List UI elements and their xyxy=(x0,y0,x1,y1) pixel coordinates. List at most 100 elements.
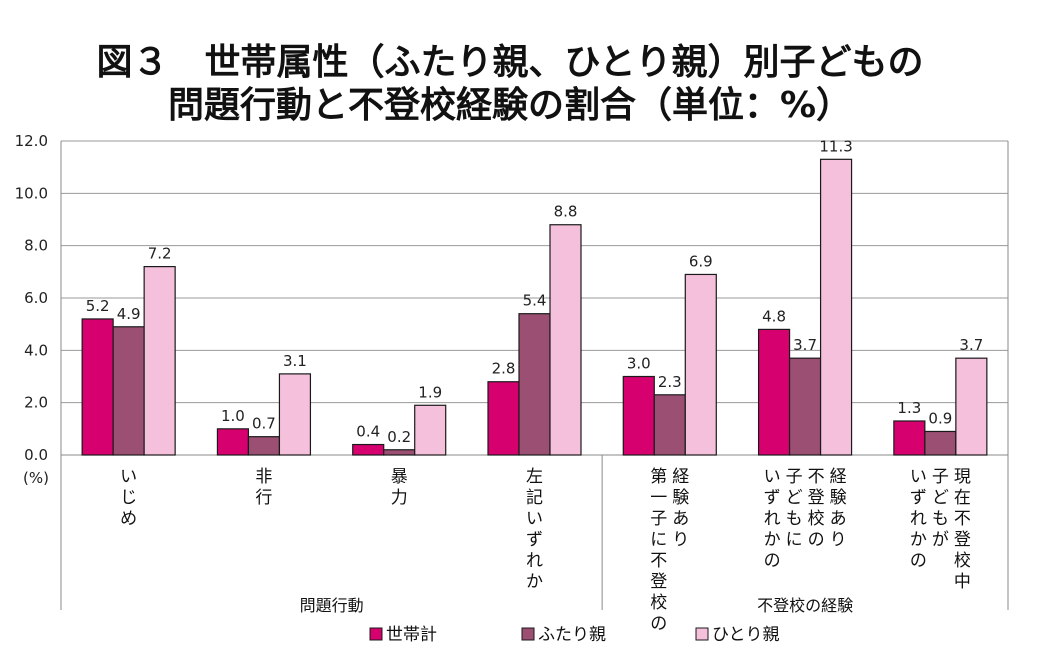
data-label-1-3: 5.4 xyxy=(523,292,547,310)
bar-0-4 xyxy=(622,375,655,456)
legend-swatch-1 xyxy=(521,627,535,641)
data-label-2-2: 1.9 xyxy=(418,383,442,401)
bar-1-6 xyxy=(924,430,957,456)
data-label-0-6: 1.3 xyxy=(897,399,921,417)
category-label-4-1-3: に xyxy=(650,530,667,550)
category-label-5-0-3: り xyxy=(830,530,847,550)
category-label-4-1-1: 一 xyxy=(650,488,667,508)
legend-label-1: ふたり親 xyxy=(538,625,606,645)
data-label-2-5: 11.3 xyxy=(819,137,852,155)
category-label-3-0-5: か xyxy=(526,572,543,592)
category-label-6-2-3: か xyxy=(910,530,927,550)
plot-area: 0.0 2.0 4.0 6.0 8.0 10.0 12.0 (%) 5.2 1.0 0.4 2.8 3.… xyxy=(15,132,1009,645)
y-tick-label-6: 12.0 xyxy=(15,132,48,150)
category-label-5-0-1: 験 xyxy=(830,488,847,508)
data-label-2-6: 3.7 xyxy=(959,336,983,354)
category-label-3-0-2: い xyxy=(526,509,543,529)
category-label-5-1-0: 不 xyxy=(808,467,825,487)
category-label-5-1-3: の xyxy=(808,530,825,550)
data-label-2-1: 3.1 xyxy=(283,352,307,370)
category-label-6-0-5: 中 xyxy=(954,572,971,592)
category-label-4-1-6: 校 xyxy=(650,593,667,613)
category-label-5-3-2: れ xyxy=(764,509,781,529)
bar-1-5 xyxy=(788,357,822,456)
bar-1-1 xyxy=(247,436,281,456)
category-label-6-0-1: 在 xyxy=(954,488,971,508)
bar-1-3 xyxy=(518,313,551,456)
category-label-6-2-0: い xyxy=(910,467,927,487)
y-tick-label-5: 10.0 xyxy=(15,184,48,202)
category-label-6-2-1: ず xyxy=(910,488,927,508)
category-label-5-1-2: 校 xyxy=(808,509,825,529)
legend-swatch-0 xyxy=(369,627,383,641)
category-label-5-2-0: 子 xyxy=(786,467,803,487)
group-label-0: 問題行動 xyxy=(300,596,364,615)
y-tick-label-4: 8.0 xyxy=(24,237,48,255)
y-tick-label-0: 0.0 xyxy=(24,446,48,464)
legend-label-2: ひとり親 xyxy=(712,625,780,645)
category-label-6-1-1: ど xyxy=(932,488,949,508)
data-label-0-0: 5.2 xyxy=(86,297,110,315)
data-label-2-0: 7.2 xyxy=(148,245,172,263)
category-label-5-3-3: か xyxy=(764,530,781,550)
category-label-6-0-4: 校 xyxy=(954,551,971,571)
category-label-2-0-1: 力 xyxy=(391,488,408,508)
category-label-3-0-1: 記 xyxy=(526,488,543,508)
bar-2-1 xyxy=(278,373,312,456)
category-label-5-0-2: あ xyxy=(830,509,847,529)
bar-2-2 xyxy=(414,404,447,456)
category-label-1-0-0: 非 xyxy=(255,467,272,487)
category-label-4-1-4: 不 xyxy=(650,551,667,571)
bar-1-4 xyxy=(653,394,686,456)
chart-title-line-2: 問題行動と不登校経験の割合（単位：%） xyxy=(168,85,852,126)
category-label-6-2-4: の xyxy=(910,551,927,571)
category-label-4-0-3: り xyxy=(672,530,689,550)
bar-0-1 xyxy=(216,428,250,456)
category-label-5-2-1: ど xyxy=(786,488,803,508)
category-label-6-1-2: も xyxy=(932,509,949,529)
category-label-5-1-1: 登 xyxy=(808,488,825,508)
category-label-4-1-5: 登 xyxy=(650,572,667,592)
bar-0-2 xyxy=(352,443,385,456)
data-label-1-4: 2.3 xyxy=(658,373,682,391)
category-label-5-3-4: の xyxy=(764,551,781,571)
data-label-1-0: 4.9 xyxy=(117,305,141,323)
category-label-4-0-0: 経 xyxy=(672,467,689,487)
bar-2-3 xyxy=(549,224,582,456)
y-tick-label-3: 6.0 xyxy=(24,289,48,307)
category-label-6-1-3: が xyxy=(932,530,949,550)
chart-title-line-1: 図３ 世帯属性（ふたり親、ひとり親）別子どもの xyxy=(97,42,924,83)
data-label-0-5: 4.8 xyxy=(762,307,786,325)
data-label-0-2: 0.4 xyxy=(356,423,380,441)
data-label-0-1: 1.0 xyxy=(221,407,245,425)
legend-swatch-2 xyxy=(695,627,709,641)
bar-1-2 xyxy=(383,449,416,456)
data-label-0-3: 2.8 xyxy=(492,360,516,378)
category-label-3-0-0: 左 xyxy=(526,467,543,487)
category-label-1-0-1: 行 xyxy=(255,488,272,508)
bar-1-0 xyxy=(112,326,145,456)
y-tick-label-1: 2.0 xyxy=(24,394,48,412)
bar-0-0 xyxy=(81,318,114,456)
category-label-3-0-4: れ xyxy=(526,551,543,571)
group-label-1: 不登校の経験 xyxy=(757,596,853,615)
category-label-6-0-0: 現 xyxy=(954,467,971,487)
bar-0-6 xyxy=(893,420,926,456)
category-label-6-1-0: 子 xyxy=(932,467,949,487)
data-label-1-5: 3.7 xyxy=(793,336,817,354)
y-tick-label-2: 4.0 xyxy=(24,341,48,359)
category-label-6-0-2: 不 xyxy=(954,509,971,529)
data-label-1-1: 0.7 xyxy=(252,415,276,433)
category-label-3-0-3: ず xyxy=(526,530,543,550)
data-label-2-4: 6.9 xyxy=(689,252,713,270)
category-label-6-2-2: れ xyxy=(910,509,927,529)
category-label-4-0-2: あ xyxy=(672,509,689,529)
data-label-2-3: 8.8 xyxy=(554,203,578,221)
bar-2-0 xyxy=(143,266,176,456)
bar-0-3 xyxy=(487,381,520,456)
category-label-2-0-0: 暴 xyxy=(391,467,408,487)
category-label-0-0-1: じ xyxy=(120,488,137,508)
data-label-1-6: 0.9 xyxy=(928,409,952,427)
